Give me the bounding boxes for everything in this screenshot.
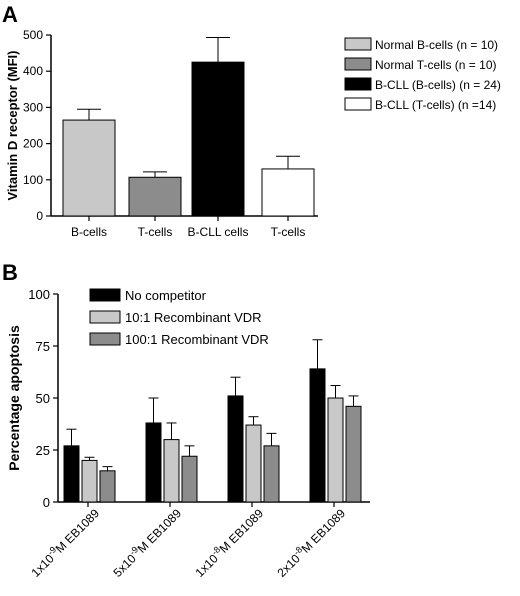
legend-swatch — [89, 288, 121, 302]
legend-label: Normal T-cells (n = 10) — [375, 58, 496, 72]
y-tick-label-a: 200 — [23, 137, 43, 151]
y-axis-title-a: Vitamin D receptor (MFI) — [5, 50, 20, 200]
y-tick-label-a: 100 — [23, 173, 43, 187]
bar — [261, 168, 315, 217]
bar — [62, 119, 116, 217]
y-tick-label-b: 0 — [43, 495, 50, 510]
legend-swatch — [344, 97, 372, 111]
bar — [145, 422, 162, 503]
legend-swatch — [344, 37, 372, 51]
bar — [81, 459, 98, 503]
x-tick-label-a: T-cells — [271, 225, 306, 239]
legend-swatch — [89, 332, 121, 346]
legend-swatch — [89, 310, 121, 324]
bar — [63, 445, 80, 503]
chart-panel-b: 0 25 50 75 100 Percentage apoptosis 1x10-9M EB… — [6, 287, 370, 580]
y-tick-label-a: 300 — [23, 100, 43, 114]
bar — [128, 176, 182, 217]
legend-label: B-CLL (T-cells) (n =14) — [375, 98, 496, 112]
legend-label: 100:1 Recombinant VDR — [125, 332, 269, 347]
panel-label-b: B — [2, 260, 18, 285]
x-tick-label-b: 1x10-8M EB1089 — [191, 505, 266, 580]
bar — [227, 395, 244, 503]
bar — [163, 439, 180, 503]
bar — [181, 455, 198, 503]
x-tick-label-a: T-cells — [138, 225, 173, 239]
panel-label-a: A — [2, 2, 18, 27]
legend-swatch — [344, 57, 372, 71]
legend-label: No competitor — [125, 288, 207, 303]
bar — [263, 445, 280, 503]
bar — [345, 405, 362, 503]
y-tick-label-a: 400 — [23, 64, 43, 78]
y-tick-label-a: 0 — [36, 209, 43, 223]
bar — [99, 470, 116, 503]
x-tick-label-b: 2x10-8M EB1089 — [273, 505, 348, 580]
x-tick-label-a: B-cells — [71, 225, 107, 239]
y-tick-label-b: 50 — [36, 391, 50, 406]
legend-label: 10:1 Recombinant VDR — [125, 310, 262, 325]
legend-swatch — [344, 77, 372, 91]
bar — [327, 397, 344, 503]
y-tick-label-b: 25 — [36, 443, 50, 458]
x-tick-label-b: 5x10-9M EB1089 — [109, 505, 184, 580]
y-tick-label-a: 500 — [23, 28, 43, 42]
legend-label: Normal B-cells (n = 10) — [375, 38, 498, 52]
bar — [309, 368, 326, 503]
x-tick-label-a: B-CLL cells — [188, 225, 249, 239]
y-tick-label-b: 75 — [36, 339, 50, 354]
y-tick-label-b: 100 — [28, 287, 50, 302]
x-tick-label-b: 1x10-9M EB1089 — [27, 505, 102, 580]
legend-label: B-CLL (B-cells) (n = 24) — [375, 78, 501, 92]
bar — [191, 61, 245, 217]
y-axis-title-b: Percentage apoptosis — [6, 325, 22, 471]
bar — [245, 424, 262, 503]
